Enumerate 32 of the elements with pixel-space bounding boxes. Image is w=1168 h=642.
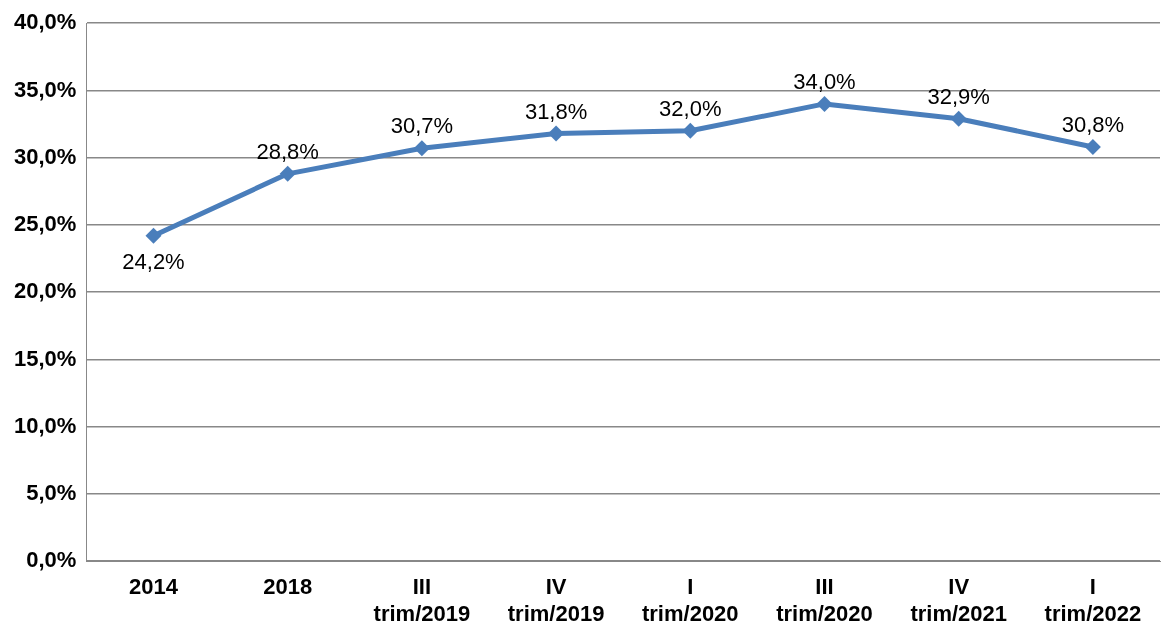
point [950,110,967,127]
y-tick-label: 5,0% [26,480,77,506]
data-label: 30,7% [390,113,454,139]
y-tick-label: 10,0% [13,412,77,438]
point [816,95,833,112]
y-tick-label: 20,0% [13,278,77,304]
y-tick-label: 25,0% [13,211,77,237]
data-label: 34,0% [793,68,856,94]
data-label: 28,8% [256,138,319,164]
point [279,165,296,182]
y-tick-label: 15,0% [13,345,77,371]
x-tick-label: III trim/2019 [373,574,471,626]
x-tick-label: 2018 [263,574,313,600]
y-tick-label: 30,0% [13,143,77,169]
data-label: 24,2% [122,248,185,274]
x-tick-label: III trim/2020 [776,574,873,626]
point [682,122,699,139]
x-tick-label: IV trim/2021 [910,574,1008,626]
x-tick-label: 2014 [129,574,179,600]
y-tick-label: 35,0% [13,76,77,102]
x-tick-label: I trim/2020 [641,574,739,626]
data-label: 31,8% [524,98,588,124]
data-label: 30,8% [1061,112,1125,137]
point [1084,138,1101,155]
data-label: 32,0% [659,95,722,121]
x-tick-label: IV trim/2019 [507,574,605,626]
data-label: 32,9% [927,83,990,109]
point [145,227,162,244]
point [413,140,430,157]
y-tick-label: 0,0% [26,547,77,573]
x-tick-label: I trim/2022 [1044,574,1142,626]
y-tick-label: 40,0% [13,9,77,35]
